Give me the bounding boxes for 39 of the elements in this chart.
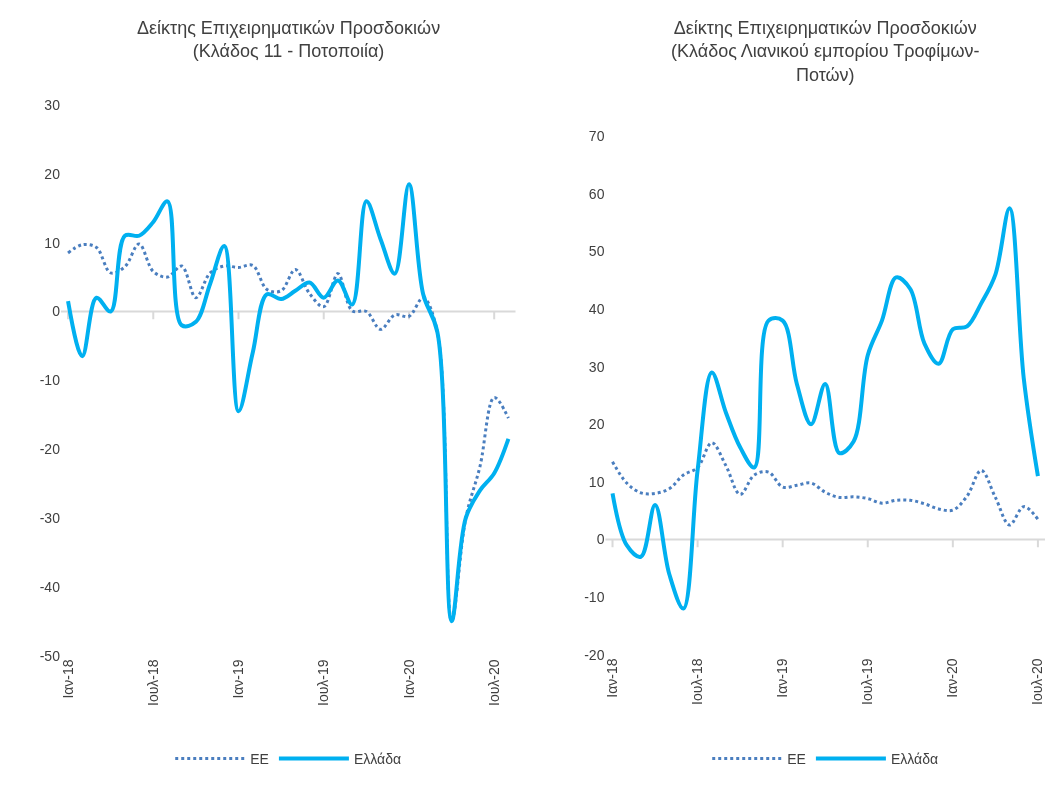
x-tick-label: Ιαν-19 xyxy=(230,659,247,699)
x-tick-label: Ιαν-19 xyxy=(774,658,791,698)
y-tick-label: -10 xyxy=(39,372,61,389)
y-tick-label: 40 xyxy=(588,301,605,318)
y-tick-label: 60 xyxy=(588,185,605,202)
y-tick-label: -50 xyxy=(39,647,61,664)
legend-label: ΕΕ xyxy=(787,750,806,767)
x-tick-label: Ιαν-20 xyxy=(400,659,417,699)
x-tick-label: Ιαν-18 xyxy=(604,658,621,698)
chart-title: Δείκτης Επιχειρηματικών Προσδοκιών (Κλάδος 11 - Ποτοποιία) xyxy=(137,18,441,62)
legend-label: ΕΕ xyxy=(250,750,269,767)
x-tick-label: Ιουλ-20 xyxy=(1029,658,1046,706)
y-tick-label: -20 xyxy=(39,441,61,458)
y-tick-label: 0 xyxy=(596,531,605,548)
y-tick-label: 10 xyxy=(44,234,61,251)
y-tick-label: -20 xyxy=(584,646,605,663)
y-tick-label: 20 xyxy=(44,165,61,182)
y-tick-label: 20 xyxy=(588,416,605,433)
x-tick-label: Ιαν-20 xyxy=(944,658,961,698)
y-tick-label: -30 xyxy=(39,509,61,526)
y-tick-label: 70 xyxy=(588,128,605,145)
x-tick-label: Ιουλ-20 xyxy=(485,659,502,706)
line-series xyxy=(610,206,1040,611)
x-tick-label: Ιουλ-19 xyxy=(859,658,876,706)
y-tick-label: 10 xyxy=(588,473,605,490)
y-tick-label: 0 xyxy=(52,303,61,320)
x-tick-label: Ιουλ-19 xyxy=(315,659,332,706)
legend-label: Ελλάδα xyxy=(353,750,402,767)
x-tick-label: Ιουλ-18 xyxy=(144,659,161,706)
y-tick-label: -10 xyxy=(584,588,605,605)
x-tick-label: Ιουλ-18 xyxy=(689,658,706,706)
legend-label: Ελλάδα xyxy=(890,750,939,767)
y-tick-label: 30 xyxy=(588,358,605,375)
y-tick-label: 50 xyxy=(588,243,605,260)
y-tick-label: -40 xyxy=(39,578,61,595)
line-series xyxy=(611,441,1040,527)
x-tick-label: Ιαν-18 xyxy=(59,659,76,699)
chart-title: Δείκτης Επιχειρηματικών Προσδοκιών (Κλάδος Λιανικού εμπορίου Τροφίμων- Ποτών) xyxy=(671,18,980,85)
y-tick-label: 30 xyxy=(44,96,61,113)
